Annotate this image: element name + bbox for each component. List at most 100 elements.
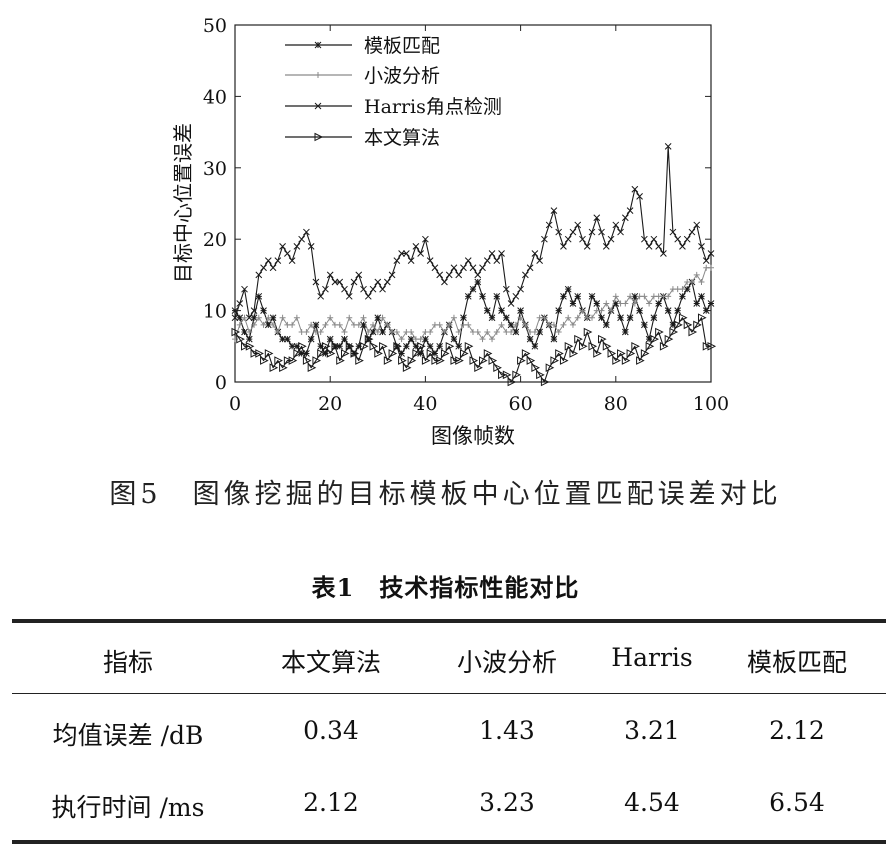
- data-point: [255, 314, 262, 321]
- data-point: [641, 293, 648, 300]
- data-point: [417, 336, 424, 343]
- data-point: [683, 235, 691, 243]
- data-point: [260, 321, 267, 328]
- data-point: [269, 264, 277, 272]
- data-point: [707, 341, 717, 351]
- data-point: [588, 341, 598, 351]
- data-point: [460, 314, 467, 322]
- data-point: [421, 356, 431, 365]
- x-tick-label: 40: [413, 393, 437, 415]
- data-point: [574, 221, 582, 229]
- data-point: [403, 342, 410, 350]
- series-line: [234, 281, 712, 354]
- data-point: [688, 279, 695, 286]
- data-point: [365, 329, 372, 336]
- data-point: [578, 341, 588, 351]
- data-point: [388, 271, 396, 279]
- figure-caption: 图5 图像挖掘的目标模板中心位置匹配误差对比: [109, 479, 782, 510]
- series-star: [231, 278, 715, 357]
- data-point: [279, 242, 286, 250]
- data-point: [588, 292, 596, 300]
- data-point: [341, 285, 348, 293]
- data-point: [422, 235, 429, 243]
- data-point: [636, 356, 645, 365]
- data-point: [484, 329, 491, 336]
- table-cell: 3.23: [479, 788, 535, 817]
- x-axis-label: 图像帧数: [431, 424, 515, 448]
- data-point: [308, 321, 315, 328]
- data-point: [512, 292, 520, 300]
- table-cell: 2.12: [303, 788, 359, 817]
- data-point: [288, 257, 296, 264]
- data-point: [364, 292, 372, 300]
- data-point: [440, 349, 450, 358]
- data-point: [536, 370, 545, 380]
- data-point: [388, 349, 398, 358]
- data-point: [355, 321, 362, 328]
- y-tick-label: 0: [215, 372, 227, 394]
- data-point: [269, 363, 279, 373]
- data-point: [317, 349, 326, 358]
- data-point: [455, 342, 463, 350]
- data-point: [265, 314, 272, 321]
- table-bottom-rule: [12, 840, 886, 844]
- legend-marker: [315, 72, 321, 78]
- data-point: [465, 321, 472, 328]
- data-point: [293, 314, 300, 321]
- data-point: [317, 342, 325, 350]
- data-point: [393, 257, 401, 264]
- data-point: [450, 335, 458, 343]
- data-point: [650, 235, 658, 243]
- data-point: [688, 228, 696, 236]
- data-point: [341, 335, 348, 343]
- data-point: [493, 329, 500, 336]
- data-point: [331, 341, 341, 351]
- data-point: [455, 271, 463, 279]
- data-point: [417, 250, 424, 257]
- data-point: [531, 250, 539, 257]
- data-point: [231, 327, 241, 337]
- data-point: [321, 341, 331, 351]
- data-point: [526, 335, 534, 343]
- data-point: [307, 363, 317, 373]
- data-point: [697, 313, 707, 323]
- data-point: [507, 321, 515, 329]
- data-point: [560, 292, 567, 300]
- data-point: [545, 363, 555, 373]
- data-point: [555, 228, 563, 236]
- data-point: [284, 250, 291, 257]
- legend-item: 模板匹配: [285, 35, 440, 57]
- data-point: [550, 321, 557, 328]
- data-point: [264, 257, 272, 264]
- table-cell: 执行时间 /ms: [51, 793, 205, 822]
- data-point: [522, 271, 529, 279]
- data-point: [631, 185, 639, 193]
- data-point: [260, 264, 267, 272]
- data-point: [483, 349, 493, 358]
- data-point: [479, 292, 486, 300]
- data-point: [498, 250, 505, 257]
- data-point: [479, 356, 488, 365]
- data-point: [588, 228, 596, 236]
- data-point: [245, 314, 253, 322]
- legend-label: 模板匹配: [364, 35, 440, 57]
- data-point: [322, 285, 329, 293]
- data-point: [255, 271, 263, 279]
- table-top-rule: [12, 619, 886, 623]
- data-point: [617, 314, 624, 322]
- data-point: [631, 292, 639, 300]
- data-point: [564, 341, 574, 351]
- data-point: [398, 336, 405, 343]
- legend-marker: [314, 102, 322, 110]
- data-point: [507, 300, 515, 307]
- y-tick-label: 50: [203, 15, 227, 37]
- data-point: [569, 228, 577, 236]
- data-point: [412, 349, 421, 358]
- y-tick-label: 30: [203, 158, 227, 180]
- data-point: [255, 292, 263, 300]
- table-header-rule: [12, 693, 886, 694]
- data-point: [598, 314, 605, 322]
- data-point: [379, 285, 386, 293]
- data-point: [369, 341, 379, 351]
- x-tick-label: 60: [509, 393, 533, 415]
